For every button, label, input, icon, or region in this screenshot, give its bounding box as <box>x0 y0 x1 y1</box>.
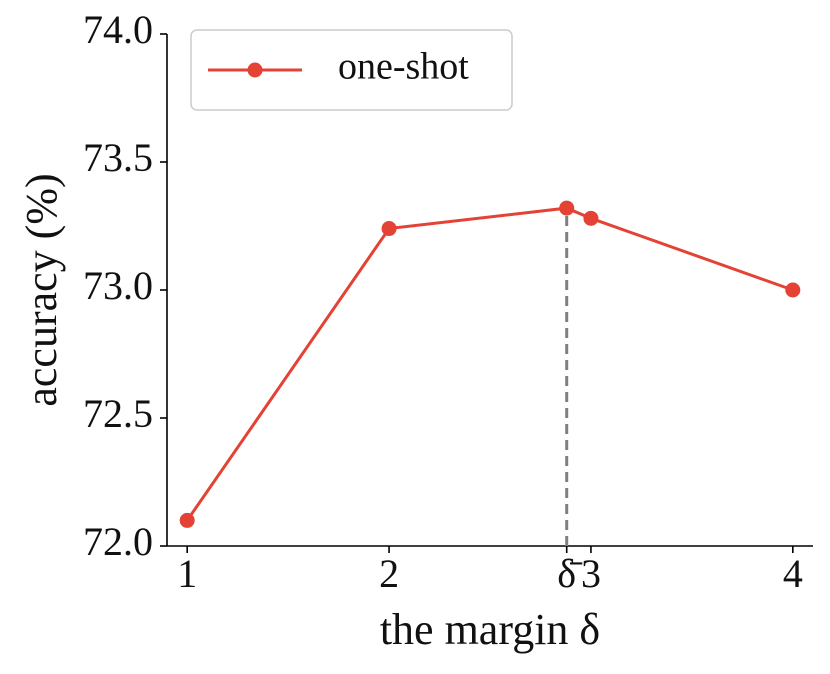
y-tick-label: 74.0 <box>83 7 153 52</box>
x-tick-label: δ̄ <box>557 551 583 596</box>
data-point <box>381 221 397 237</box>
data-point <box>583 210 599 226</box>
legend-label: one-shot <box>338 46 469 88</box>
data-point <box>179 512 195 528</box>
legend-marker <box>247 62 263 78</box>
legend-box <box>190 29 513 111</box>
y-tick-label: 73.0 <box>83 263 153 308</box>
x-tick-label: 3 <box>581 551 601 596</box>
series-line <box>185 206 794 522</box>
x-tick-label: 4 <box>783 551 803 596</box>
y-tick-label: 73.5 <box>83 135 153 180</box>
x-tick-label: 1 <box>177 551 197 596</box>
x-tick-label: 2 <box>379 551 399 596</box>
data-point <box>559 200 575 216</box>
x-axis-label: the margin δ <box>380 605 600 654</box>
y-axis-label: accuracy (%) <box>17 173 66 406</box>
data-point <box>785 282 801 298</box>
y-tick-label: 72.0 <box>83 519 153 564</box>
y-tick-label: 72.5 <box>83 391 153 436</box>
